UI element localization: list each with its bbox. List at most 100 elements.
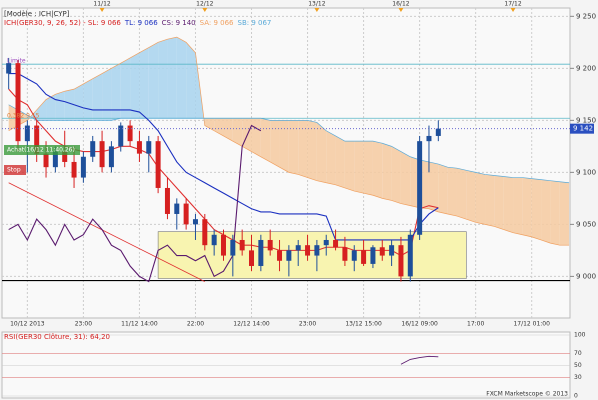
cloud-segment [372,141,383,199]
range-box [157,231,467,279]
candle-body [239,239,245,251]
candle-body [286,250,292,261]
candle-body [43,153,49,168]
candle-body [379,247,385,256]
candle-body [407,234,413,277]
cloud-segment [223,118,233,142]
cloud-segment [447,167,457,217]
cloud-segment [55,91,65,121]
cloud-segment [456,168,467,220]
cloud-segment [298,120,308,178]
cloud-segment [559,181,570,246]
candle-body [15,63,21,142]
rsi-tick-label: 30 [574,374,582,381]
line-cs [8,124,262,283]
candle-body [220,234,226,256]
candle-body [249,250,255,266]
candle-body [342,247,348,261]
candle-body [52,151,58,168]
candle-body [164,187,170,214]
candle-body [136,141,142,154]
rsi-line [400,355,439,365]
candle-body [361,250,367,264]
cloud-segment [270,120,280,168]
rsi-tick-label: 100 [574,332,586,339]
order-tag [4,145,80,155]
cloud-segment [46,94,56,121]
line-tl [8,72,439,241]
candle-body [90,141,96,157]
legend-entry: SA: 9 066 [200,19,234,27]
model-label: [Modèle : ICH|CYP] [4,10,70,18]
cloud-segment [176,37,187,119]
candle-body [398,245,404,277]
cloud-segment [260,118,271,162]
candle-body [6,63,12,74]
cloud-segment [92,73,103,121]
day-marker [202,8,208,12]
x-tick-label: 23:00 [75,321,92,328]
x-tick-label: 17:00 [467,321,484,328]
cloud-segment [391,146,401,204]
candle-body [211,234,217,246]
cloud-segment [513,177,523,235]
cloud-segment [335,135,345,188]
candle-body [71,161,77,178]
cloud-segment [382,143,392,201]
x-tick-label: 10/12 2013 [10,321,45,328]
day-marker [510,8,516,12]
cloud-segment [400,151,411,206]
cloud-segment [102,68,112,121]
candle-body [155,141,161,188]
candle-body [305,245,311,256]
candle-body [146,141,152,154]
cloud-segment [251,118,261,157]
cloud-segment [344,141,355,192]
candle-body [389,245,395,256]
day-label: 16/12 [392,1,409,8]
last-price-label: 9 142 [573,125,593,133]
cloud-segment [120,57,131,119]
candle-body [267,239,273,251]
cloud-segment [204,118,215,131]
cloud-segment [148,42,159,119]
line-sa [8,36,570,246]
order-label: Achat(16/12 11:40,26) [7,147,75,154]
trendline [8,182,205,282]
x-tick-label: 11/12 14:00 [121,321,158,328]
candle-body [202,219,208,246]
x-tick-label: 16/12 09:00 [401,321,438,328]
candle-body [426,135,432,142]
cloud-segment [363,141,373,196]
candle-body [351,250,357,261]
candle-body [118,125,124,147]
cloud-segment [279,120,289,173]
rsi-tick-label: 0 [574,393,578,400]
day-marker [398,8,404,12]
cloud-segment [83,78,93,121]
cloud-segment [288,120,299,175]
cloud-segment [503,176,514,233]
cloud-segment [466,170,476,223]
candle-body [34,125,40,154]
legend-entry: ICH(GER30, 9, 26, 52) - SL: 9 066 [4,19,121,27]
cloud-segment [36,99,47,121]
candle-body [174,203,180,214]
cloud-segment [214,118,224,136]
candle-body [295,245,301,251]
cloud-segment [111,63,121,121]
candle-body [62,151,68,162]
candle-body [24,125,30,142]
y-tick-label: 9 100 [576,168,596,176]
candle-body [108,146,114,168]
footer: FXCM Marketscope © 2013 [486,391,568,398]
legend-entry: SB: 9 067 [238,19,272,27]
cloud-segment [139,47,149,119]
cloud-segment [438,164,448,214]
rsi-tick-label: 70 [574,350,582,357]
cloud-segment [522,177,532,237]
candle-body [370,247,376,264]
legend-entry: CS: 9 140 [162,19,196,27]
